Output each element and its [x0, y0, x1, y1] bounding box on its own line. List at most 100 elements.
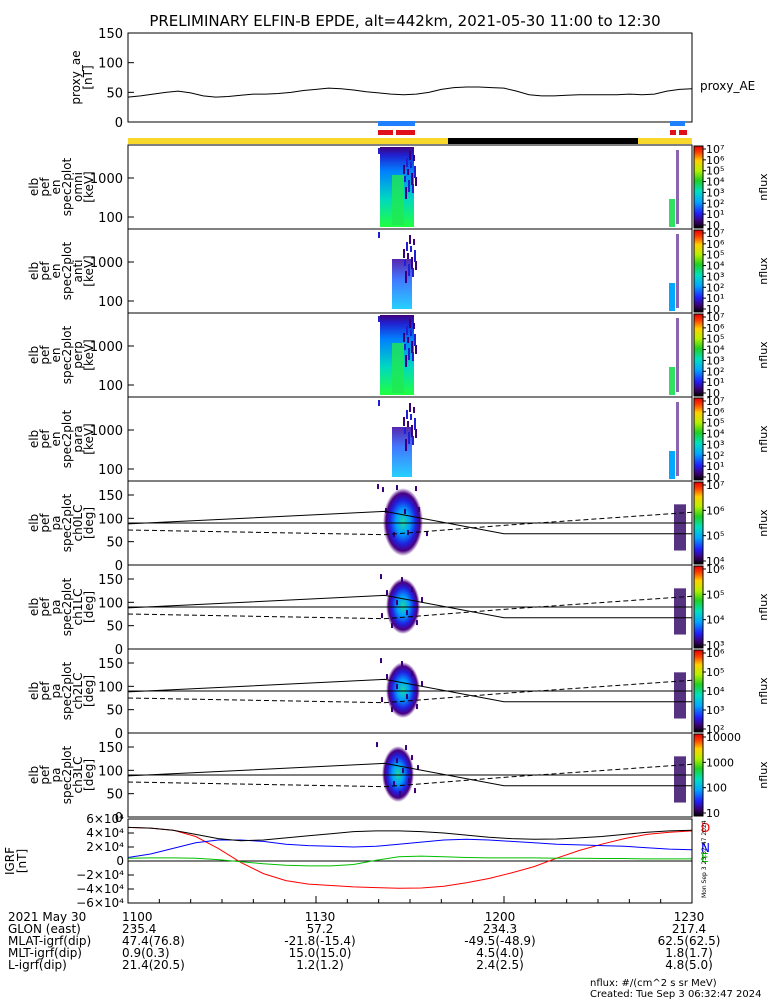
panel-proxy-ae: 0 50 100 150 proxy_ae[nT] proxy_AE	[69, 27, 755, 131]
y-axis-label: spec2plot	[60, 157, 74, 216]
flux-speckle	[409, 403, 411, 412]
y-tick-label: 2×10⁴	[86, 840, 124, 854]
colorbar-label: nflux	[757, 677, 770, 705]
flux-speckle	[418, 507, 420, 513]
y-axis-label: pa	[49, 516, 63, 531]
panel-spec2plot_ch2LC: 050100150elbpefpaspec2plotch2LC[deg]10²1…	[27, 647, 770, 742]
flux-speckle	[407, 337, 409, 343]
flux-speckle	[405, 745, 407, 751]
panel-spec2plot_ch0LC: 050100150elbpefpaspec2plotch0LC[deg]10⁴1…	[27, 479, 770, 574]
y-tick-label: 100	[98, 379, 123, 394]
y-axis-label: en	[49, 180, 63, 195]
y-axis-label: [nT]	[15, 849, 29, 873]
x-row-label: 2021 May 30	[8, 910, 86, 924]
flux-speckle	[411, 257, 413, 269]
flux-speckle	[411, 173, 413, 185]
colorbar	[693, 397, 704, 481]
colorbar-tick-label: 10⁵	[706, 417, 724, 430]
colorbar-label: nflux	[757, 593, 770, 621]
flux-speckle	[385, 508, 387, 514]
y-axis-label: en	[49, 264, 63, 279]
legend-igrf-D: D	[701, 821, 710, 835]
flux-speckle	[415, 261, 417, 270]
flux-speckle	[407, 253, 409, 259]
antiloss-cone-line	[127, 679, 693, 704]
flux-speckle	[401, 577, 403, 583]
colorbar-tick-label: 10⁶	[706, 154, 725, 167]
created-note: Created: Tue Sep 3 06:32:47 2024	[590, 989, 762, 1000]
flux-speckle	[401, 661, 403, 667]
y-tick-label: 100	[98, 463, 123, 478]
flux-speckle	[413, 323, 415, 329]
colorbar-tick-label: 10000	[706, 731, 741, 744]
y-axis-label: elb	[27, 346, 41, 364]
flux-speckle	[409, 319, 411, 328]
colorbar-tick-label: 10³	[706, 354, 724, 367]
flux-speckle	[410, 246, 412, 252]
colorbar-tick-label: 10⁴	[706, 260, 725, 273]
x-row-value: 234.3	[483, 922, 517, 936]
flux-speckle	[405, 355, 407, 367]
flux-speckle	[406, 158, 408, 167]
units-note: nflux: #/(cm^2 s sr MeV)	[590, 978, 717, 989]
y-axis-label: pa	[49, 684, 63, 699]
flux-speckle	[403, 417, 405, 426]
y-tick-label: 0	[115, 811, 123, 826]
antiloss-cone-line	[127, 595, 693, 620]
y-tick-label: −2×10⁴	[76, 868, 124, 882]
flux-speckle	[426, 531, 428, 537]
flux-speckle	[391, 707, 393, 713]
panel-spec2plot_anti: 1001000elbpefenspec2plotanti[keV]1010¹10…	[27, 227, 770, 316]
flux-speckle	[414, 418, 416, 430]
proxy-ae-line	[127, 86, 693, 98]
panel-spec2plot_ch1LC: 050100150elbpefpaspec2plotch1LC[deg]10³1…	[27, 563, 770, 658]
flux-speckle	[415, 177, 417, 186]
colorbar-tick-label: 10²	[706, 365, 724, 378]
x-row-value: 4.8(5.0)	[665, 958, 713, 972]
flux-blob	[383, 488, 423, 557]
colorbar-tick-label: 10⁶	[706, 563, 725, 576]
x-row-value: 0.9(0.3)	[122, 946, 170, 960]
y-tick-label: 50	[106, 788, 123, 803]
flux-speckle	[386, 674, 388, 680]
flux-speckle	[405, 271, 407, 283]
sector-marker	[396, 130, 415, 135]
flux-speckle	[411, 587, 413, 593]
y-tick-label: 0	[115, 643, 123, 658]
flux-speckle	[406, 410, 408, 419]
flux-speckle	[404, 176, 406, 182]
y-tick-label: 1000	[90, 172, 123, 187]
y-axis-label: pef	[38, 513, 52, 533]
flux-cell-block	[392, 175, 404, 225]
x-row-value: 1.2(1.2)	[296, 958, 344, 972]
flux-cell-block	[674, 672, 686, 719]
flux-cell-block	[669, 199, 675, 227]
y-tick-label: 150	[98, 741, 123, 756]
flux-speckle	[413, 407, 415, 413]
colorbar-tick-label: 100	[706, 782, 727, 795]
flux-speckle	[410, 414, 412, 420]
flux-speckle	[412, 268, 414, 277]
y-axis-label: pef	[38, 261, 52, 281]
colorbar-tick-label: 10²	[706, 281, 724, 294]
flux-speckle	[399, 791, 401, 797]
colorbar-tick-label: 10⁴	[706, 685, 725, 698]
sector-marker	[670, 130, 676, 135]
flux-speckle	[414, 334, 416, 346]
colorbar-tick-label: 10³	[706, 186, 724, 199]
panel-spec2plot_omni: 1001000elbpefenspec2plotomni[keV]1010¹10…	[27, 143, 770, 232]
flux-speckle	[408, 180, 410, 192]
y-axis-label: [keV]	[82, 171, 96, 202]
flux-speckle	[414, 788, 416, 794]
colorbar-label: nflux	[757, 425, 770, 453]
igrf-series-N	[127, 838, 693, 858]
x-row-value: 21.4(20.5)	[122, 958, 185, 972]
status-bars	[128, 121, 692, 144]
y-tick-label: 150	[98, 27, 123, 42]
y-tick-label: 150	[98, 489, 123, 504]
y-axis-label: spec2plot	[60, 493, 74, 552]
y-axis-label: elb	[27, 514, 41, 532]
colorbar-tick-label: 10³	[706, 438, 724, 451]
colorbar-tick-label: 10⁷	[706, 311, 724, 324]
